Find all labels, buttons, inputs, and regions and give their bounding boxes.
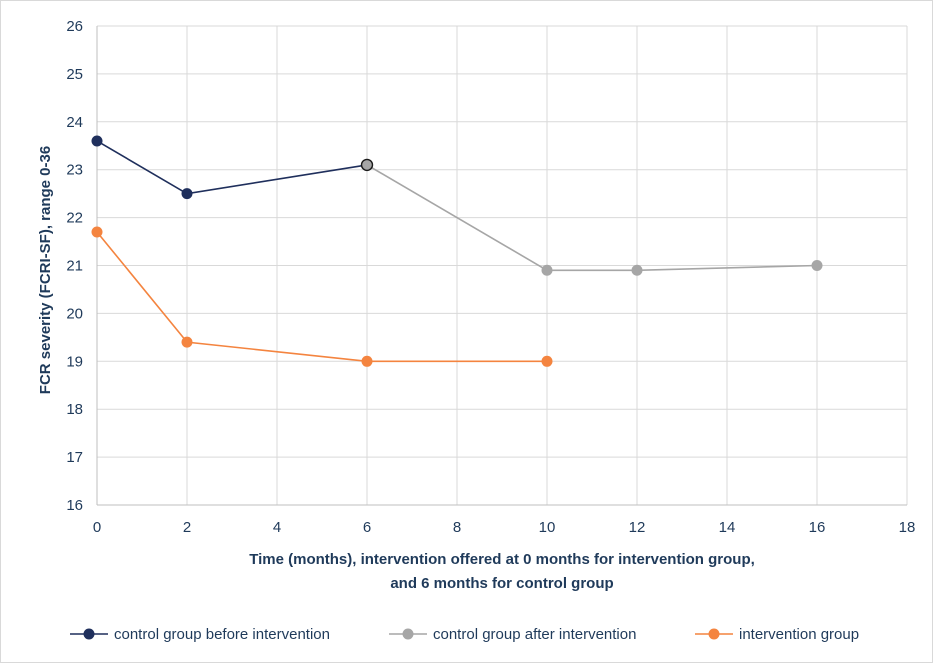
data-point bbox=[181, 188, 193, 200]
x-axis-title-line-2: and 6 months for control group bbox=[390, 575, 613, 592]
data-point bbox=[91, 135, 103, 147]
y-tick-label: 16 bbox=[66, 497, 83, 514]
data-point bbox=[811, 260, 823, 271]
series-1 bbox=[360, 158, 823, 276]
y-tick-label: 24 bbox=[66, 114, 83, 131]
x-tick-label: 4 bbox=[273, 519, 281, 536]
legend: control group before intervention contro… bbox=[70, 626, 859, 643]
legend-label-control-after: control group after intervention bbox=[433, 626, 636, 643]
series-layer bbox=[91, 135, 823, 367]
series-line bbox=[96, 140, 368, 195]
y-tick-label: 17 bbox=[66, 449, 83, 466]
y-tick-label: 25 bbox=[66, 66, 83, 83]
data-point bbox=[181, 336, 193, 348]
legend-item-control-after: control group after intervention bbox=[389, 626, 636, 643]
y-axis-title: FCR severity (FCRI-SF), range 0-36 bbox=[37, 146, 54, 394]
legend-marker-control-after bbox=[402, 628, 414, 640]
legend-item-control-before: control group before intervention bbox=[70, 626, 330, 643]
legend-label-intervention: intervention group bbox=[739, 626, 859, 643]
y-tick-label: 18 bbox=[66, 401, 83, 418]
y-tick-label: 23 bbox=[66, 162, 83, 179]
x-tick-label: 16 bbox=[809, 519, 826, 536]
x-axis-title-line-1: Time (months), intervention offered at 0… bbox=[249, 551, 755, 568]
data-point bbox=[631, 264, 643, 276]
data-point bbox=[361, 355, 373, 367]
y-tick-label: 21 bbox=[66, 258, 83, 275]
y-tick-label: 22 bbox=[66, 210, 83, 227]
x-tick-label: 8 bbox=[453, 519, 461, 536]
x-tick-label: 10 bbox=[539, 519, 556, 536]
series-0 bbox=[91, 135, 373, 200]
data-point bbox=[91, 226, 103, 238]
data-point bbox=[541, 355, 553, 367]
series-line bbox=[366, 164, 818, 272]
gridlines bbox=[97, 25, 908, 505]
series-line bbox=[96, 231, 547, 363]
y-tick-label: 20 bbox=[66, 305, 83, 322]
x-tick-label: 0 bbox=[93, 519, 101, 536]
x-tick-label: 12 bbox=[629, 519, 646, 536]
x-tick-label: 6 bbox=[363, 519, 371, 536]
x-tick-label: 2 bbox=[183, 519, 191, 536]
legend-marker-intervention bbox=[708, 628, 720, 640]
x-tick-label: 14 bbox=[719, 519, 736, 536]
y-tick-label: 19 bbox=[66, 353, 83, 370]
data-point bbox=[541, 264, 553, 276]
series-2 bbox=[91, 226, 553, 367]
legend-label-control-before: control group before intervention bbox=[114, 626, 330, 643]
legend-item-intervention: intervention group bbox=[695, 626, 859, 643]
y-tick-label: 26 bbox=[66, 18, 83, 35]
data-point bbox=[360, 158, 374, 172]
axes bbox=[96, 26, 907, 506]
legend-marker-control-before bbox=[83, 628, 95, 640]
x-tick-label: 18 bbox=[899, 519, 916, 536]
